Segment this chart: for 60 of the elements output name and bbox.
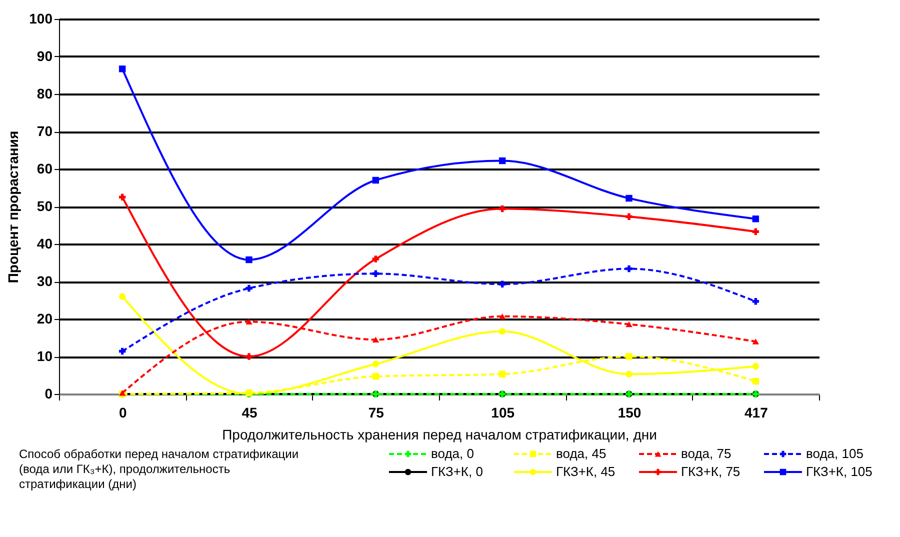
point bbox=[372, 373, 380, 380]
y-tick-label: 50 bbox=[36, 198, 53, 214]
legend-label: ГКЗ+К, 75 bbox=[681, 464, 740, 479]
x-tick-label: 75 bbox=[368, 404, 384, 420]
legend-label: ГКЗ+К, 105 bbox=[806, 464, 872, 479]
y-tick-label: 30 bbox=[36, 273, 53, 289]
point bbox=[118, 194, 126, 200]
point bbox=[626, 370, 632, 378]
legend-label: ГКЗ+К, 45 bbox=[556, 464, 616, 479]
x-tick-label: 105 bbox=[491, 404, 515, 420]
point bbox=[498, 205, 506, 212]
point bbox=[118, 66, 126, 72]
y-tick-label: 20 bbox=[36, 310, 53, 326]
point bbox=[752, 216, 760, 222]
point bbox=[372, 176, 380, 184]
y-tick-label: 80 bbox=[36, 86, 53, 102]
legend-label: вода, 105 bbox=[806, 446, 864, 461]
point bbox=[372, 336, 380, 343]
point bbox=[118, 293, 126, 300]
point bbox=[498, 313, 506, 320]
y-tick-label: 40 bbox=[36, 236, 53, 252]
point bbox=[752, 378, 760, 385]
x-axis-title: Продолжительность хранения перед началом стратификации, дни bbox=[222, 426, 657, 442]
point bbox=[626, 194, 632, 202]
point bbox=[246, 353, 252, 360]
point bbox=[498, 328, 506, 335]
y-tick-label: 60 bbox=[36, 160, 53, 176]
legend-label: вода, 75 bbox=[681, 446, 732, 461]
point bbox=[626, 265, 632, 272]
y-tick-label: 70 bbox=[36, 123, 53, 139]
point bbox=[626, 353, 632, 360]
legend-label: ГКЗ+К, 0 bbox=[431, 464, 483, 479]
y-axis-title: Процент прорастания bbox=[5, 130, 22, 284]
point bbox=[752, 228, 760, 235]
y-tick-label: 0 bbox=[44, 386, 53, 402]
point bbox=[372, 256, 380, 262]
y-tick-label: 10 bbox=[36, 348, 53, 364]
point bbox=[498, 157, 506, 164]
point bbox=[752, 362, 760, 370]
legend-label: вода, 0 bbox=[431, 446, 474, 461]
point bbox=[372, 360, 380, 368]
x-tick-label: 150 bbox=[618, 404, 642, 420]
point bbox=[498, 370, 506, 378]
point bbox=[118, 348, 126, 355]
point bbox=[372, 270, 380, 277]
x-tick-label: 45 bbox=[242, 404, 258, 420]
x-tick-label: 417 bbox=[744, 404, 768, 420]
legend-label: вода, 45 bbox=[556, 446, 606, 461]
legend-title: Способ обработки перед началом стратификации (вода или ГК₃+К), продолжительность стратификации (дни) bbox=[19, 447, 299, 491]
y-tick-label: 100 bbox=[29, 10, 53, 26]
point bbox=[246, 284, 252, 292]
point bbox=[752, 338, 760, 344]
point bbox=[246, 318, 252, 325]
point bbox=[626, 321, 632, 328]
x-tick-label: 0 bbox=[118, 404, 127, 420]
point bbox=[498, 280, 506, 288]
point bbox=[626, 213, 632, 220]
point bbox=[752, 298, 760, 305]
point bbox=[246, 256, 252, 264]
y-tick-label: 90 bbox=[36, 48, 53, 64]
